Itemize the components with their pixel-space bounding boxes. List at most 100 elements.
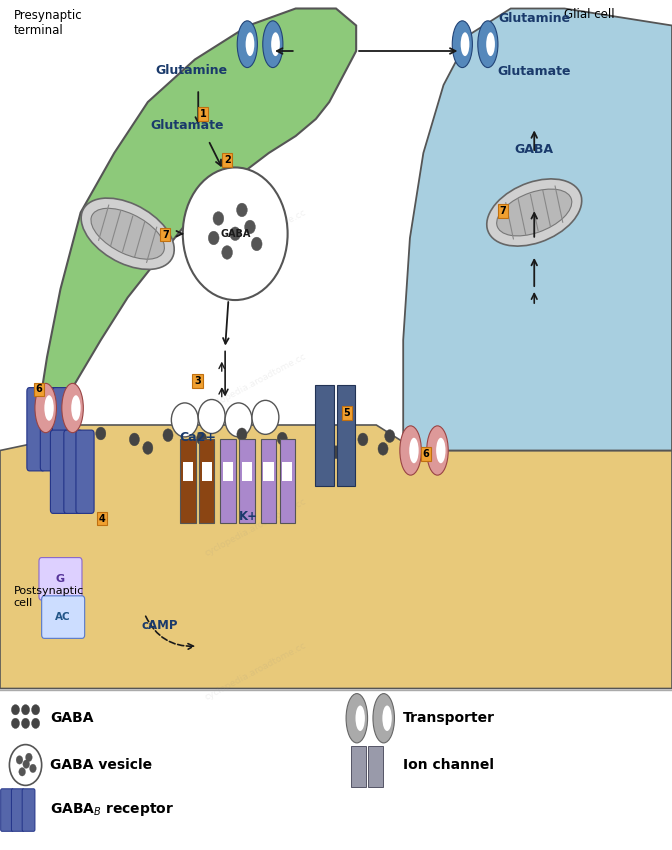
Circle shape bbox=[22, 705, 30, 715]
Text: cAMP: cAMP bbox=[141, 619, 177, 632]
Ellipse shape bbox=[62, 383, 83, 433]
Text: cyclopedia.aroadtome.cc: cyclopedia.aroadtome.cc bbox=[203, 641, 308, 702]
Circle shape bbox=[129, 434, 140, 445]
Ellipse shape bbox=[487, 178, 582, 246]
FancyBboxPatch shape bbox=[223, 462, 233, 481]
Circle shape bbox=[22, 718, 30, 728]
Circle shape bbox=[213, 212, 224, 225]
Circle shape bbox=[203, 447, 214, 459]
Text: GABA vesicle: GABA vesicle bbox=[50, 758, 153, 772]
FancyBboxPatch shape bbox=[42, 596, 85, 638]
FancyBboxPatch shape bbox=[180, 439, 196, 523]
Ellipse shape bbox=[478, 21, 498, 68]
Polygon shape bbox=[40, 8, 356, 425]
Circle shape bbox=[252, 400, 279, 434]
Circle shape bbox=[95, 428, 106, 440]
Text: 6: 6 bbox=[423, 449, 429, 459]
Ellipse shape bbox=[44, 395, 54, 421]
Ellipse shape bbox=[427, 426, 448, 475]
Text: 4: 4 bbox=[99, 513, 106, 524]
Text: Glutamate: Glutamate bbox=[497, 65, 571, 78]
Text: G: G bbox=[56, 574, 65, 584]
Ellipse shape bbox=[91, 208, 165, 259]
Text: Ion channel: Ion channel bbox=[403, 758, 494, 772]
FancyBboxPatch shape bbox=[11, 789, 24, 831]
Text: Glutamate: Glutamate bbox=[150, 119, 224, 132]
Bar bbox=[0, 0, 672, 688]
FancyBboxPatch shape bbox=[282, 462, 292, 481]
Ellipse shape bbox=[81, 198, 174, 269]
Polygon shape bbox=[403, 8, 672, 450]
FancyBboxPatch shape bbox=[280, 439, 295, 523]
Circle shape bbox=[32, 718, 40, 728]
Ellipse shape bbox=[497, 189, 572, 236]
Ellipse shape bbox=[373, 694, 394, 743]
Ellipse shape bbox=[237, 21, 257, 68]
Text: Glutamine: Glutamine bbox=[498, 13, 571, 26]
Circle shape bbox=[237, 428, 247, 441]
Circle shape bbox=[30, 764, 36, 773]
Circle shape bbox=[11, 705, 19, 715]
Ellipse shape bbox=[271, 32, 280, 56]
Ellipse shape bbox=[486, 32, 495, 56]
FancyBboxPatch shape bbox=[263, 462, 274, 481]
Text: GABA: GABA bbox=[515, 144, 554, 156]
FancyBboxPatch shape bbox=[351, 746, 366, 787]
Ellipse shape bbox=[245, 32, 254, 56]
Circle shape bbox=[163, 428, 173, 442]
Circle shape bbox=[26, 753, 32, 762]
FancyBboxPatch shape bbox=[22, 789, 35, 831]
Text: 7: 7 bbox=[162, 230, 169, 240]
Text: GABA: GABA bbox=[220, 229, 251, 239]
Text: Glutamine: Glutamine bbox=[155, 64, 228, 76]
Text: K+: K+ bbox=[239, 510, 258, 523]
FancyBboxPatch shape bbox=[239, 439, 255, 523]
Circle shape bbox=[225, 403, 252, 437]
FancyBboxPatch shape bbox=[368, 746, 383, 787]
FancyBboxPatch shape bbox=[202, 462, 212, 481]
Circle shape bbox=[237, 203, 247, 217]
Polygon shape bbox=[0, 425, 672, 688]
Circle shape bbox=[16, 756, 23, 764]
FancyBboxPatch shape bbox=[1, 789, 13, 831]
FancyBboxPatch shape bbox=[242, 462, 252, 481]
Circle shape bbox=[62, 431, 73, 444]
Text: cyclopedia.aroadtome.cc: cyclopedia.aroadtome.cc bbox=[203, 352, 308, 413]
FancyBboxPatch shape bbox=[261, 439, 276, 523]
Circle shape bbox=[171, 403, 198, 437]
Text: 3: 3 bbox=[194, 376, 201, 386]
FancyBboxPatch shape bbox=[64, 430, 82, 513]
Text: cyclopedia.aroadtome.cc: cyclopedia.aroadtome.cc bbox=[203, 496, 308, 558]
Circle shape bbox=[183, 167, 288, 300]
Ellipse shape bbox=[346, 694, 368, 743]
Text: 7: 7 bbox=[499, 206, 506, 216]
Ellipse shape bbox=[409, 438, 419, 463]
Ellipse shape bbox=[35, 383, 56, 433]
Circle shape bbox=[142, 442, 153, 455]
FancyBboxPatch shape bbox=[27, 388, 45, 471]
Circle shape bbox=[32, 705, 40, 715]
Circle shape bbox=[9, 745, 42, 785]
Text: 6: 6 bbox=[36, 384, 42, 394]
FancyBboxPatch shape bbox=[183, 462, 193, 481]
Text: Transporter: Transporter bbox=[403, 711, 495, 725]
FancyBboxPatch shape bbox=[199, 439, 214, 523]
Circle shape bbox=[11, 718, 19, 728]
FancyBboxPatch shape bbox=[50, 430, 69, 513]
Circle shape bbox=[263, 443, 274, 456]
Circle shape bbox=[384, 430, 395, 443]
Circle shape bbox=[251, 237, 262, 251]
Ellipse shape bbox=[460, 32, 469, 56]
Text: Presynaptic
terminal: Presynaptic terminal bbox=[13, 8, 82, 37]
Ellipse shape bbox=[400, 426, 421, 475]
Circle shape bbox=[277, 433, 288, 445]
Ellipse shape bbox=[436, 438, 446, 463]
Text: Postsynaptic
cell: Postsynaptic cell bbox=[13, 586, 84, 608]
Ellipse shape bbox=[452, 21, 472, 68]
Circle shape bbox=[196, 433, 206, 445]
FancyBboxPatch shape bbox=[76, 430, 94, 513]
Ellipse shape bbox=[382, 706, 392, 731]
Text: Ca2+: Ca2+ bbox=[179, 431, 217, 444]
FancyBboxPatch shape bbox=[315, 385, 334, 486]
Text: 5: 5 bbox=[343, 408, 350, 418]
